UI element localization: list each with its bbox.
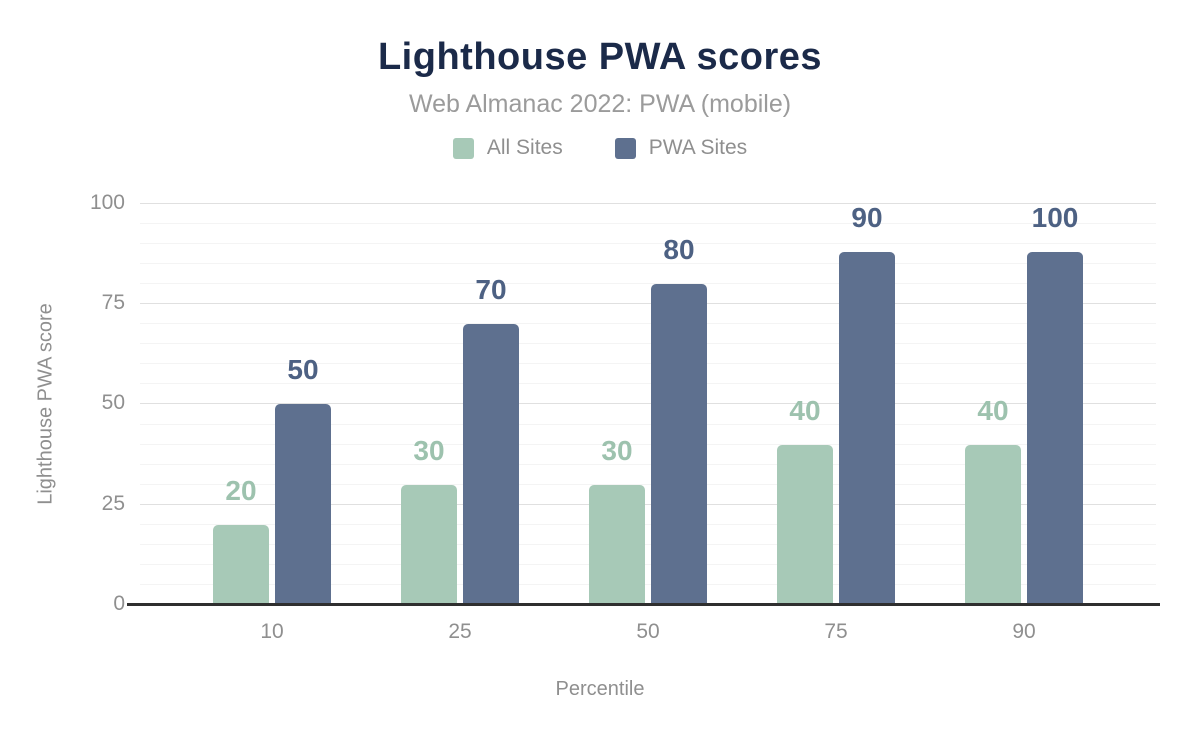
minor-gridline — [140, 524, 1156, 525]
minor-gridline — [140, 343, 1156, 344]
bar-column: 20 — [213, 204, 269, 605]
bar-value-label: 50 — [287, 354, 319, 385]
bar-pwa-sites — [463, 324, 519, 605]
minor-gridline — [140, 363, 1156, 364]
y-tick-label: 0 — [113, 592, 125, 615]
bar-value-label: 70 — [475, 274, 507, 305]
bar-groups: 20 50 30 70 30 80 40 90 40 100 — [140, 204, 1156, 605]
major-gridline — [140, 303, 1156, 304]
legend-label-all-sites: All Sites — [486, 136, 563, 159]
minor-gridline — [140, 283, 1156, 284]
legend-item-pwa-sites: PWA Sites — [614, 136, 748, 160]
minor-gridline — [140, 243, 1156, 244]
minor-gridline — [140, 424, 1156, 425]
minor-gridline — [140, 544, 1156, 545]
major-gridline — [140, 504, 1156, 505]
bar-value-label: 40 — [977, 395, 1009, 426]
bar-value-label: 100 — [1031, 202, 1079, 233]
x-tick-label: 75 — [824, 620, 848, 643]
legend-item-all-sites: All Sites — [452, 136, 563, 160]
plot-area: 20 50 30 70 30 80 40 90 40 100 — [127, 203, 1160, 606]
minor-gridline — [140, 383, 1156, 384]
minor-gridline — [140, 484, 1156, 485]
minor-gridline — [140, 263, 1156, 264]
bar-value-label: 20 — [225, 475, 257, 506]
bar-value-label: 80 — [663, 234, 695, 265]
bar-all-sites — [589, 485, 645, 605]
legend-swatch-pwa-sites — [614, 137, 636, 159]
bar-pwa-sites — [275, 404, 331, 605]
y-axis-ticks: 0 25 50 75 100 — [50, 192, 125, 614]
bar-all-sites — [401, 485, 457, 605]
minor-gridline — [140, 464, 1156, 465]
bar-column: 100 — [1027, 204, 1083, 605]
bar-column: 80 — [651, 204, 707, 605]
x-tick-label: 90 — [1012, 620, 1036, 643]
major-gridline — [140, 203, 1156, 204]
bar-pwa-sites — [651, 284, 707, 605]
x-axis-title: Percentile — [555, 678, 645, 700]
x-axis-ticks: 10 25 50 75 90 — [140, 620, 1156, 644]
minor-gridline — [140, 444, 1156, 445]
bar-value-label: 40 — [789, 395, 821, 426]
y-tick-label: 100 — [89, 191, 125, 214]
minor-gridline — [140, 584, 1156, 585]
major-gridline — [140, 403, 1156, 404]
minor-gridline — [140, 564, 1156, 565]
x-tick-label: 50 — [636, 620, 660, 643]
bar-column: 40 — [965, 204, 1021, 605]
bar-group-percentile-10: 20 50 — [178, 204, 366, 605]
bar-group-percentile-25: 30 70 — [366, 204, 554, 605]
bar-pwa-sites — [839, 252, 895, 605]
bar-column: 50 — [275, 204, 331, 605]
bar-group-percentile-50: 30 80 — [554, 204, 742, 605]
bar-value-label: 30 — [601, 435, 633, 466]
bar-group-percentile-75: 40 90 — [742, 204, 930, 605]
bar-column: 70 — [463, 204, 519, 605]
bar-column: 30 — [589, 204, 645, 605]
x-axis-baseline — [127, 603, 1160, 606]
legend: All Sites PWA Sites — [0, 136, 1200, 160]
bar-pwa-sites — [1027, 252, 1083, 605]
bar-all-sites — [213, 525, 269, 605]
bar-all-sites — [777, 445, 833, 605]
x-tick-label: 10 — [260, 620, 284, 643]
y-tick-label: 25 — [101, 492, 125, 515]
minor-gridline — [140, 323, 1156, 324]
minor-gridline — [140, 223, 1156, 224]
y-tick-label: 50 — [101, 391, 125, 414]
bar-value-label: 30 — [413, 435, 445, 466]
x-tick-label: 25 — [448, 620, 472, 643]
bar-all-sites — [965, 445, 1021, 605]
bar-group-percentile-90: 40 100 — [930, 204, 1118, 605]
legend-label-pwa-sites: PWA Sites — [648, 136, 748, 159]
y-tick-label: 75 — [101, 291, 125, 314]
bar-column: 40 — [777, 204, 833, 605]
chart-title: Lighthouse PWA scores — [377, 36, 823, 78]
chart-subtitle: Web Almanac 2022: PWA (mobile) — [408, 90, 792, 118]
bar-column: 30 — [401, 204, 457, 605]
bar-column: 90 — [839, 204, 895, 605]
bar-value-label: 90 — [851, 202, 883, 233]
legend-swatch-all-sites — [452, 137, 474, 159]
